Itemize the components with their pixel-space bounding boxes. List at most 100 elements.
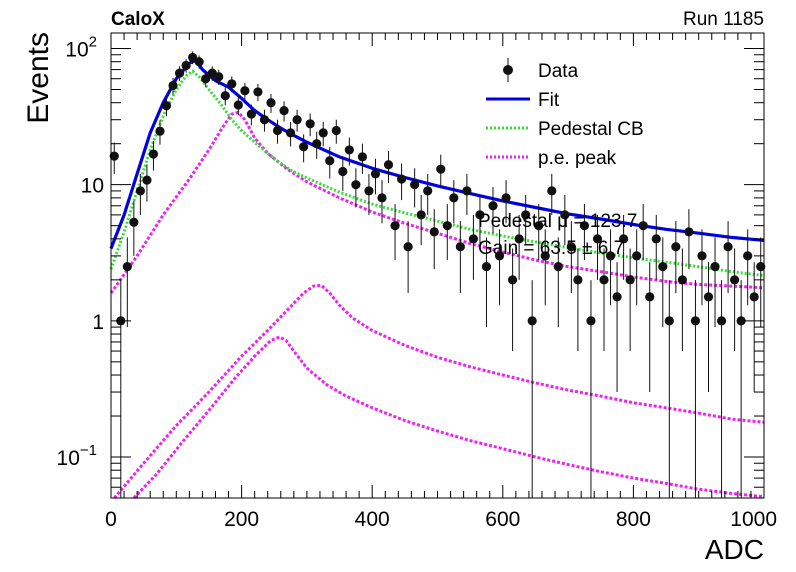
data-point: [188, 52, 198, 63]
data-point: [579, 221, 590, 231]
data-point: [338, 166, 348, 177]
legend-label: p.e. peak: [538, 148, 617, 169]
data-point: [730, 275, 740, 285]
x-axis-title: ADC: [705, 534, 764, 565]
data-point: [710, 262, 720, 272]
data-point: [521, 210, 531, 220]
data-point: [344, 145, 354, 155]
y-tick-label: 1: [92, 311, 104, 334]
data-point: [403, 242, 413, 252]
y-tick-label: 10: [81, 175, 104, 198]
data-point: [370, 169, 381, 179]
data-point: [703, 292, 714, 302]
data-point: [357, 152, 368, 162]
data-point: [514, 234, 524, 244]
data-point: [299, 142, 309, 152]
data-point: [436, 164, 446, 174]
legend-label: Data: [538, 61, 579, 82]
data-point: [442, 221, 452, 231]
data-point: [671, 242, 681, 252]
data-point: [677, 275, 687, 285]
data-point: [645, 292, 655, 302]
data-point: [632, 251, 642, 261]
data-point: [664, 316, 674, 326]
data-point: [279, 105, 289, 116]
data-point: [227, 79, 237, 89]
data-point: [142, 175, 152, 185]
data-point: [507, 275, 518, 285]
x-tick-label: 400: [355, 508, 390, 531]
data-point: [351, 180, 361, 190]
x-tick-label: 800: [616, 508, 651, 531]
experiment-label: CaloX: [111, 9, 165, 30]
data-point: [285, 128, 296, 138]
data-point: [272, 125, 283, 136]
run-label: Run 1185: [683, 9, 764, 30]
data-point: [749, 292, 759, 302]
data-point: [266, 98, 276, 108]
data-point: [449, 193, 459, 203]
data-point: [684, 227, 694, 237]
data-point: [566, 242, 576, 252]
fit-annotation: Gain = 63.5 ± 6.7: [478, 238, 624, 259]
legend-label: Fit: [538, 90, 560, 111]
data-point: [553, 262, 563, 272]
legend: Data Fit Pedestal CB p.e. peak: [486, 58, 644, 169]
data-point: [697, 251, 707, 261]
data-point: [455, 242, 465, 252]
data-point: [481, 262, 492, 272]
data-point: [423, 186, 433, 196]
data-point: [540, 251, 550, 261]
x-tick-label: 1000: [730, 508, 777, 531]
data-point: [253, 87, 263, 97]
data-point: [135, 186, 145, 196]
data-point: [658, 262, 668, 272]
data-point: [383, 160, 394, 170]
data-point: [396, 174, 407, 184]
data-point: [292, 115, 302, 125]
data-point: [547, 186, 557, 196]
data-point: [619, 234, 629, 244]
data-point: [194, 57, 204, 67]
data-point: [168, 80, 178, 91]
legend-label: Pedestal CB: [538, 119, 644, 140]
data-point: [534, 221, 544, 231]
series-line-p-e-peak-2: [132, 335, 765, 500]
x-tick-label: 600: [485, 508, 520, 531]
data-point: [325, 156, 335, 166]
data-point: [586, 316, 596, 326]
data-point: [305, 119, 315, 129]
data-point: [129, 217, 139, 227]
data-point: [736, 316, 746, 326]
data-point: [429, 227, 439, 237]
x-tick-label: 200: [224, 508, 259, 531]
series-line-p-e-peak-3: [113, 283, 765, 499]
data-point: [599, 275, 609, 285]
series-line-pedestal-cb: [109, 69, 765, 278]
data-point: [756, 262, 766, 272]
data-point: [625, 275, 635, 285]
data-point: [488, 201, 498, 211]
data-point: [501, 193, 511, 203]
data-point: [181, 60, 191, 71]
data-point: [690, 316, 701, 326]
data-point: [201, 74, 211, 84]
x-tick-label: 0: [105, 508, 117, 531]
y-tick-label: 102: [65, 34, 97, 62]
axes-frame: 0 200 400 600 800 1000 102 10 1 10−1 Pedestal μ = …: [57, 32, 777, 531]
data-point: [246, 109, 256, 119]
data-point: [468, 234, 479, 244]
data-point: [743, 251, 753, 261]
data-point: [148, 149, 159, 159]
data-point: [612, 292, 622, 302]
data-point: [410, 180, 420, 190]
data-point: [462, 186, 472, 196]
y-tick-label: 10−1: [57, 442, 97, 470]
data-point: [560, 210, 570, 220]
data-point: [416, 210, 426, 220]
data-point: [318, 128, 328, 138]
data-point: [494, 251, 505, 261]
data-point: [233, 100, 243, 110]
data-point: [377, 193, 387, 203]
